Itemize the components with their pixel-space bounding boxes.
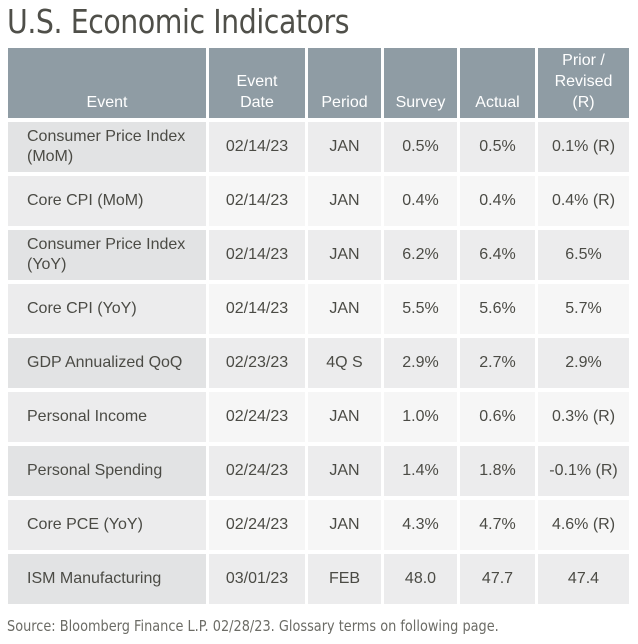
table-row: Consumer Price Index (YoY) 02/14/23 JAN 6.2%… xyxy=(8,230,629,280)
cell-date: 02/24/23 xyxy=(209,446,305,496)
cell-period: FEB xyxy=(308,554,381,604)
source-note: Source: Bloomberg Finance L.P. 02/28/23.… xyxy=(7,617,499,635)
cell-period: JAN xyxy=(308,500,381,550)
cell-event: ISM Manufacturing xyxy=(8,554,206,604)
table-row: Core CPI (MoM) 02/14/23 JAN 0.4% 0.4% 0.4% (R… xyxy=(8,176,629,226)
cell-event: Core CPI (MoM) xyxy=(8,176,206,226)
col-header-actual: Actual xyxy=(460,48,535,118)
cell-actual: 4.7% xyxy=(460,500,535,550)
cell-period: JAN xyxy=(308,392,381,442)
cell-prior: 0.4% (R) xyxy=(538,176,629,226)
cell-event: Personal Spending xyxy=(8,446,206,496)
col-header-survey: Survey xyxy=(384,48,457,118)
page-title: U.S. Economic Indicators xyxy=(7,2,350,41)
cell-period: JAN xyxy=(308,122,381,172)
table-row: Consumer Price Index (MoM) 02/14/23 JAN 0.5%… xyxy=(8,122,629,172)
col-header-event-date: Event Date xyxy=(209,48,305,118)
table-row: GDP Annualized QoQ 02/23/23 4Q S 2.9% 2.7% 2.… xyxy=(8,338,629,388)
cell-event: Core PCE (YoY) xyxy=(8,500,206,550)
table-row: Personal Income 02/24/23 JAN 1.0% 0.6% 0.3% (… xyxy=(8,392,629,442)
cell-actual: 0.6% xyxy=(460,392,535,442)
table-row: Core PCE (YoY) 02/24/23 JAN 4.3% 4.7% 4.6% (R… xyxy=(8,500,629,550)
cell-date: 02/14/23 xyxy=(209,230,305,280)
cell-prior: 6.5% xyxy=(538,230,629,280)
col-header-prior-revised: Prior / Revised (R) xyxy=(538,48,629,118)
table-row: Personal Spending 02/24/23 JAN 1.4% 1.8% -0.1… xyxy=(8,446,629,496)
cell-period: JAN xyxy=(308,230,381,280)
cell-prior: -0.1% (R) xyxy=(538,446,629,496)
table-row: Core CPI (YoY) 02/14/23 JAN 5.5% 5.6% 5.7% xyxy=(8,284,629,334)
cell-prior: 47.4 xyxy=(538,554,629,604)
cell-survey: 1.4% xyxy=(384,446,457,496)
header-row: Event Event Date Period Survey Actual Pri… xyxy=(8,48,629,118)
cell-prior: 4.6% (R) xyxy=(538,500,629,550)
cell-date: 03/01/23 xyxy=(209,554,305,604)
cell-prior: 0.1% (R) xyxy=(538,122,629,172)
cell-event: GDP Annualized QoQ xyxy=(8,338,206,388)
cell-actual: 47.7 xyxy=(460,554,535,604)
cell-date: 02/14/23 xyxy=(209,176,305,226)
cell-actual: 2.7% xyxy=(460,338,535,388)
cell-actual: 0.5% xyxy=(460,122,535,172)
cell-actual: 1.8% xyxy=(460,446,535,496)
cell-event: Consumer Price Index (MoM) xyxy=(8,122,206,172)
cell-survey: 1.0% xyxy=(384,392,457,442)
cell-survey: 4.3% xyxy=(384,500,457,550)
cell-period: JAN xyxy=(308,446,381,496)
cell-prior: 5.7% xyxy=(538,284,629,334)
cell-prior: 2.9% xyxy=(538,338,629,388)
cell-survey: 5.5% xyxy=(384,284,457,334)
col-header-period: Period xyxy=(308,48,381,118)
cell-actual: 0.4% xyxy=(460,176,535,226)
cell-survey: 2.9% xyxy=(384,338,457,388)
cell-survey: 6.2% xyxy=(384,230,457,280)
cell-prior: 0.3% (R) xyxy=(538,392,629,442)
cell-period: JAN xyxy=(308,284,381,334)
cell-period: JAN xyxy=(308,176,381,226)
cell-survey: 48.0 xyxy=(384,554,457,604)
cell-actual: 5.6% xyxy=(460,284,535,334)
cell-survey: 0.5% xyxy=(384,122,457,172)
cell-event: Core CPI (YoY) xyxy=(8,284,206,334)
cell-event: Consumer Price Index (YoY) xyxy=(8,230,206,280)
cell-period: 4Q S xyxy=(308,338,381,388)
cell-date: 02/23/23 xyxy=(209,338,305,388)
cell-date: 02/24/23 xyxy=(209,392,305,442)
indicators-table: Event Event Date Period Survey Actual Pri… xyxy=(5,44,632,608)
cell-event: Personal Income xyxy=(8,392,206,442)
cell-date: 02/24/23 xyxy=(209,500,305,550)
table-row: ISM Manufacturing 03/01/23 FEB 48.0 47.7 47.4 xyxy=(8,554,629,604)
cell-actual: 6.4% xyxy=(460,230,535,280)
cell-date: 02/14/23 xyxy=(209,122,305,172)
col-header-event: Event xyxy=(8,48,206,118)
cell-survey: 0.4% xyxy=(384,176,457,226)
cell-date: 02/14/23 xyxy=(209,284,305,334)
